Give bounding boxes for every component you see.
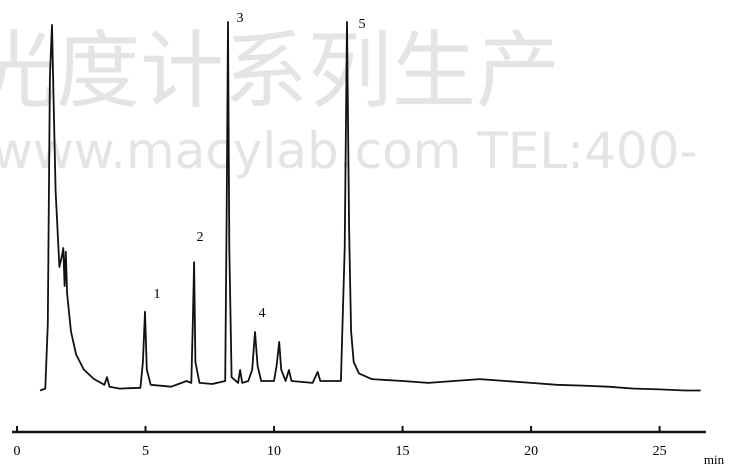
- x-tick-label: 25: [653, 444, 667, 459]
- x-tick-label: 15: [396, 444, 410, 459]
- x-tick-label: 5: [142, 444, 149, 459]
- x-axis-label: min: [704, 452, 725, 467]
- peak-label: 1: [154, 287, 161, 302]
- x-tick-label: 20: [524, 444, 538, 459]
- trace: [39, 21, 701, 392]
- peak-label: 5: [359, 17, 366, 32]
- peak-label: 2: [197, 230, 204, 245]
- watermark: 光度计系列生产: [0, 22, 560, 120]
- x-tick-label: 0: [14, 444, 21, 459]
- peak-label: 4: [259, 306, 266, 321]
- x-tick-label: 10: [267, 444, 281, 459]
- peak-label: 3: [237, 11, 244, 26]
